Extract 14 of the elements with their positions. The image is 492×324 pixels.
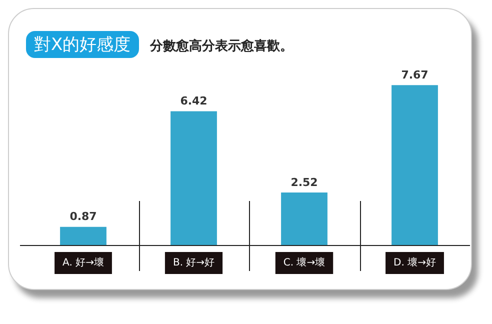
x-tick-label: B. 好→好 [172, 258, 215, 269]
bar [281, 192, 328, 245]
chart-title: 對X的好感度 [26, 31, 139, 58]
chart-subtitle: 分數愈高分表示愈喜歡。 [150, 38, 293, 55]
bar [170, 111, 217, 245]
x-tick-label: A. 好→壞 [62, 256, 104, 269]
x-tick-label: C. 壞→壞 [283, 256, 326, 269]
data-label: 0.87 [70, 210, 97, 224]
bar [392, 85, 438, 245]
data-label: 7.67 [401, 68, 428, 82]
data-label: 6.42 [180, 94, 208, 108]
bar [60, 226, 106, 245]
data-label: 2.52 [290, 176, 318, 189]
x-tick-label: D. 壞→好 [394, 256, 436, 269]
